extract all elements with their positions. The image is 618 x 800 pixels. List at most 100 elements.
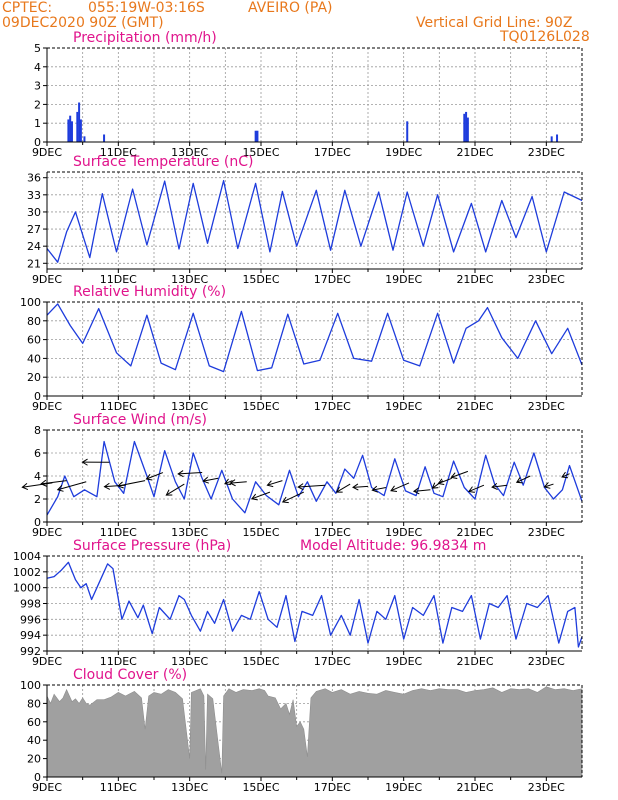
y-tick-label: 0	[34, 136, 41, 149]
precip-bar	[70, 121, 73, 142]
precip-bar	[406, 121, 409, 142]
x-tick-label: 19DEC	[385, 526, 422, 539]
series-line	[46, 561, 583, 648]
x-tick-label: 13DEC	[171, 526, 208, 539]
wind-arrow	[468, 484, 485, 492]
x-tick-label: 17DEC	[314, 655, 351, 668]
wind-arrow	[267, 480, 283, 486]
wind-arrow-head	[266, 480, 274, 488]
x-tick-label: 15DEC	[242, 781, 279, 794]
wind-arrow-head	[117, 481, 124, 489]
wind-arrow-head	[224, 478, 231, 486]
wind-arrow-head	[297, 483, 304, 491]
y-tick-label: 2	[34, 493, 41, 506]
wind-arrow-head	[40, 479, 47, 487]
y-tick-label: 1002	[13, 566, 41, 579]
wind-arrow-head	[412, 487, 420, 495]
precip-bar	[79, 119, 82, 142]
wind-arrow	[336, 483, 351, 493]
wind-arrow	[146, 472, 164, 480]
y-tick-label: 30	[27, 206, 41, 219]
wind-arrow	[544, 483, 554, 488]
wind-arrow-head	[145, 473, 153, 481]
panel-2: 21 24 27 30 33 36 9DEC 11DEC 13DEC 15DEC 17DEC 19DE…	[27, 154, 583, 286]
wind-arrow-head	[81, 458, 88, 466]
y-tick-label: 27	[27, 223, 41, 236]
x-tick-label: 11DEC	[100, 526, 137, 539]
x-tick-label: 21DEC	[456, 781, 493, 794]
panel-6: 0 20 40 60 80 100 9DEC 11DEC 13DEC 15DEC 17DEC 19DE…	[20, 667, 583, 794]
y-tick-label: 994	[20, 629, 41, 642]
wind-arrow-head	[229, 479, 236, 487]
precip-bar	[256, 130, 259, 142]
series-line	[46, 303, 583, 373]
wind-arrow	[224, 480, 233, 485]
x-tick-label: 13DEC	[171, 400, 208, 413]
wind-arrow-head	[352, 483, 359, 491]
wind-arrow	[438, 477, 452, 484]
y-tick-label: 998	[20, 598, 41, 611]
x-tick-label: 9DEC	[32, 781, 62, 794]
precip-bar	[463, 113, 466, 142]
x-tick-label: 17DEC	[314, 146, 351, 159]
wind-arrow	[230, 481, 247, 484]
x-tick-label: 23DEC	[528, 781, 565, 794]
y-tick-label: 20	[27, 371, 41, 384]
wind-arrow	[282, 491, 305, 503]
x-tick-label: 19DEC	[385, 146, 422, 159]
precip-bar	[465, 111, 468, 142]
y-tick-label: 992	[20, 645, 41, 658]
x-tick-label: 15DEC	[242, 655, 279, 668]
x-tick-label: 21DEC	[456, 146, 493, 159]
wind-arrow-head	[202, 476, 209, 484]
panel-title: Relative Humidity (%)	[73, 284, 226, 300]
y-tick-label: 1004	[13, 550, 41, 563]
cloud-area	[46, 686, 583, 778]
wind-arrow-head	[468, 486, 475, 493]
x-tick-label: 17DEC	[314, 781, 351, 794]
header-code: TQ0126L028	[500, 29, 590, 45]
x-tick-label: 9DEC	[32, 146, 62, 159]
y-tick-label: 996	[20, 613, 41, 626]
wind-arrow-head	[251, 493, 258, 501]
y-tick-label: 5	[34, 42, 41, 55]
y-tick-label: 2	[34, 98, 41, 111]
wind-arrow	[166, 483, 185, 496]
panel-1: 0 1 2 3 4 5 9DEC 11DEC 13DEC 15DEC 17DEC 19DEC 21DEC…	[32, 30, 583, 159]
wind-arrow-head	[561, 471, 569, 479]
y-tick-label: 8	[34, 424, 41, 437]
wind-arrow	[41, 480, 67, 485]
y-tick-label: 33	[27, 189, 41, 202]
y-tick-label: 100	[20, 296, 41, 309]
wind-arrow	[390, 482, 410, 492]
wind-arrow-head	[56, 485, 64, 492]
header-coords: 055:19W-03:16S	[88, 0, 205, 16]
x-tick-label: 11DEC	[100, 400, 137, 413]
wind-arrow	[561, 473, 570, 478]
precip-bar	[83, 136, 86, 142]
wind-arrow-head	[543, 482, 551, 489]
wind-arrow-head	[491, 482, 498, 490]
x-tick-label: 21DEC	[456, 526, 493, 539]
precip-bar	[78, 102, 81, 142]
x-tick-label: 13DEC	[171, 146, 208, 159]
series-line	[46, 179, 583, 263]
wind-arrow-head	[431, 482, 439, 489]
header-location: AVEIRO (PA)	[248, 0, 333, 16]
y-tick-label: 80	[27, 315, 41, 328]
x-tick-label: 11DEC	[100, 781, 137, 794]
x-tick-label: 19DEC	[385, 655, 422, 668]
precip-bar	[550, 136, 553, 142]
wind-arrow	[352, 485, 369, 488]
panel-title: Surface Temperature (nC)	[73, 154, 254, 170]
y-tick-label: 80	[27, 697, 41, 710]
x-tick-label: 23DEC	[528, 400, 565, 413]
y-tick-label: 40	[27, 352, 41, 365]
wind-arrow	[372, 487, 386, 491]
x-tick-label: 9DEC	[32, 400, 62, 413]
x-tick-label: 11DEC	[100, 146, 137, 159]
wind-arrow-head	[371, 485, 379, 493]
wind-arrow-head	[21, 483, 29, 490]
x-tick-label: 9DEC	[32, 526, 62, 539]
wind-arrow-head	[515, 477, 523, 484]
